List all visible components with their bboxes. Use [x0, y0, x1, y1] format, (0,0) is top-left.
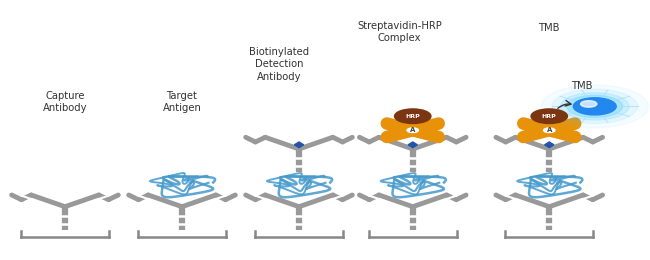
Text: HRP: HRP — [542, 114, 556, 119]
Circle shape — [580, 101, 597, 107]
Text: A: A — [547, 127, 552, 133]
Text: Streptavidin-HRP
Complex: Streptavidin-HRP Complex — [358, 21, 442, 43]
Text: HRP: HRP — [406, 114, 420, 119]
Text: TMB: TMB — [538, 23, 560, 33]
Circle shape — [560, 93, 629, 120]
Circle shape — [541, 85, 649, 128]
Text: A: A — [410, 127, 415, 133]
Polygon shape — [294, 142, 304, 148]
Text: Capture
Antibody: Capture Antibody — [43, 91, 87, 113]
Polygon shape — [408, 142, 417, 148]
Circle shape — [543, 128, 555, 133]
Circle shape — [567, 95, 623, 118]
Circle shape — [531, 109, 567, 124]
Circle shape — [573, 98, 616, 115]
Polygon shape — [545, 142, 554, 148]
Circle shape — [552, 89, 638, 124]
Text: Target
Antigen: Target Antigen — [162, 91, 202, 113]
Circle shape — [407, 128, 419, 133]
Text: TMB: TMB — [571, 81, 593, 91]
Circle shape — [395, 109, 431, 124]
Text: Biotinylated
Detection
Antibody: Biotinylated Detection Antibody — [250, 47, 309, 82]
